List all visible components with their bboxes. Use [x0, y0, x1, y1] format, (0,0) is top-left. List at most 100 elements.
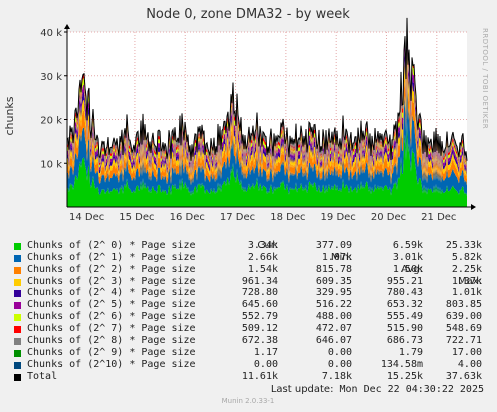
legend-swatch [14, 349, 21, 357]
legend-swatch [14, 361, 21, 369]
legend-avg-value: 955.21 [386, 275, 423, 287]
area-series-8 [67, 17, 467, 167]
legend-max-value: 1.37k [451, 275, 482, 287]
legend-max-value: 5.82k [451, 251, 482, 263]
legend-series-name: Chunks of (2^ 4) * Page size [27, 287, 196, 299]
legend-cur-value: 645.60 [241, 299, 278, 311]
x-tick-labels: 14 Dec 15 Dec 16 Dec 17 Dec 18 Dec 19 Dec 20 D… [69, 212, 456, 223]
legend-cur-value: 552.79 [241, 311, 278, 323]
last-update-value: Mon Dec 22 04:30:22 2025 [339, 384, 485, 395]
x-tick-label: 21 Dec [421, 212, 456, 223]
rrdtool-credit: RRDTOOL / TOBI OETIKER [481, 28, 489, 129]
legend-max-value: 25.33k [445, 239, 482, 251]
y-tick-labels: 10 k 20 k 30 k 40 k [40, 28, 67, 170]
legend-swatch [14, 373, 21, 381]
legend-series-name: Chunks of (2^ 0) * Page size [27, 239, 196, 251]
x-axis-arrow [471, 204, 476, 210]
header-cur: Cur: [257, 239, 278, 251]
legend-row: Chunks of (2^ 3) * Page size 961.34 609.35… [12, 276, 490, 288]
legend-row: Chunks of (2^ 0) * Page size 3.34k 377.09 6… [12, 240, 490, 252]
x-tick-label: 19 Dec [321, 212, 356, 223]
legend-series-name: Chunks of (2^ 8) * Page size [27, 335, 196, 347]
legend-cur-value: 11.61k [241, 370, 278, 382]
legend-swatch [14, 338, 21, 346]
area-series-0 [67, 121, 467, 207]
y-axis-label: chunks [3, 96, 16, 135]
legend-swatch [14, 302, 21, 310]
x-tick-label: 17 Dec [220, 212, 255, 223]
total-line-group [66, 17, 468, 161]
legend-min-value: 815.78 [315, 263, 352, 275]
header-min: Min: [330, 251, 352, 263]
legend-min-value: 0.00 [327, 346, 352, 358]
x-tick-label: 15 Dec [119, 212, 154, 223]
legend-max-value: 2.25k [451, 263, 482, 275]
legend-avg-value: 686.73 [386, 335, 423, 347]
legend-row: Chunks of (2^ 4) * Page size 728.80 329.95… [12, 287, 490, 299]
legend-row: Chunks of (2^ 5) * Page size 645.60 516.22… [12, 299, 490, 311]
legend-cur-value: 0.00 [253, 358, 278, 370]
legend-min-value: 0.00 [327, 358, 352, 370]
legend-cur-value: 509.12 [241, 323, 278, 335]
legend-swatch [14, 314, 21, 322]
legend-avg-value: 1.79 [398, 346, 423, 358]
y-tick-label: 40 k [40, 28, 62, 39]
legend-series-name: Chunks of (2^ 3) * Page size [27, 275, 196, 287]
legend-min-value: 1.07k [321, 251, 352, 263]
legend-series-name: Total [27, 370, 58, 382]
y-axis-arrow [64, 24, 70, 29]
legend-avg-value: 515.90 [386, 323, 423, 335]
legend-series-name: Chunks of (2^ 7) * Page size [27, 323, 196, 335]
x-tick-label: 14 Dec [69, 212, 104, 223]
legend-max-value: 1.01k [451, 287, 482, 299]
area-series-2 [67, 54, 467, 186]
legend-avg-value: 6.59k [392, 239, 423, 251]
legend-swatch [14, 290, 21, 298]
x-tick-label: 18 Dec [270, 212, 305, 223]
legend-header: Cur: Min: Avg: Max: [12, 228, 490, 287]
legend-swatch [14, 326, 21, 334]
area-series-7 [67, 17, 467, 169]
legend-rows: Chunks of (2^ 0) * Page size 3.34k 377.09 6… [12, 240, 490, 383]
legend-cur-value: 2.66k [247, 251, 278, 263]
chart-title: Node 0, zone DMA32 - by week [146, 7, 350, 22]
stacked-areas [67, 17, 467, 207]
y-tick-label: 10 k [40, 159, 62, 170]
legend-avg-value: 653.32 [386, 299, 423, 311]
legend-series-name: Chunks of (2^ 9) * Page size [27, 346, 196, 358]
legend-swatch [14, 242, 21, 250]
legend-min-value: 609.35 [315, 275, 352, 287]
legend-max-value: 37.63k [445, 370, 482, 382]
legend-series-name: Chunks of (2^10) * Page size [27, 358, 196, 370]
legend-max-value: 639.00 [445, 311, 482, 323]
y-tick-label: 20 k [40, 116, 62, 127]
legend-max-value: 548.69 [445, 323, 482, 335]
legend-row: Chunks of (2^10) * Page size 0.00 0.00 134.… [12, 359, 490, 371]
area-series-6 [67, 17, 467, 171]
legend-row: Chunks of (2^ 6) * Page size 552.79 488.00… [12, 311, 490, 323]
legend-min-value: 516.22 [315, 299, 352, 311]
legend-min-value: 377.09 [315, 239, 352, 251]
legend-series-name: Chunks of (2^ 6) * Page size [27, 311, 196, 323]
legend-row: Chunks of (2^ 7) * Page size 509.12 472.07… [12, 323, 490, 335]
legend-max-value: 803.85 [445, 299, 482, 311]
last-update-label: Last update: [270, 384, 334, 395]
legend-row: Chunks of (2^ 9) * Page size 1.17 0.00 1.79… [12, 347, 490, 359]
legend-min-value: 646.07 [315, 335, 352, 347]
area-series-1 [67, 79, 467, 196]
legend-min-value: 488.00 [315, 311, 352, 323]
legend-cur-value: 1.54k [247, 263, 278, 275]
y-tick-label: 30 k [40, 72, 62, 83]
legend-max-value: 722.71 [445, 335, 482, 347]
legend-series-name: Chunks of (2^ 2) * Page size [27, 263, 196, 275]
x-tick-label: 16 Dec [170, 212, 205, 223]
legend-avg-value: 3.01k [392, 251, 423, 263]
legend-swatch [14, 266, 21, 274]
legend-series-name: Chunks of (2^ 5) * Page size [27, 299, 196, 311]
legend-series-name: Chunks of (2^ 1) * Page size [27, 251, 196, 263]
legend-row: Chunks of (2^ 8) * Page size 672.38 646.07… [12, 335, 490, 347]
x-tick-label: 20 Dec [371, 212, 406, 223]
legend-row: Total 11.61k 7.18k 15.25k 37.63k [12, 371, 490, 383]
legend-cur-value: 1.17 [253, 346, 278, 358]
legend: Cur: Min: Avg: Max: Chunks of (2^ 0) * P… [12, 228, 490, 395]
